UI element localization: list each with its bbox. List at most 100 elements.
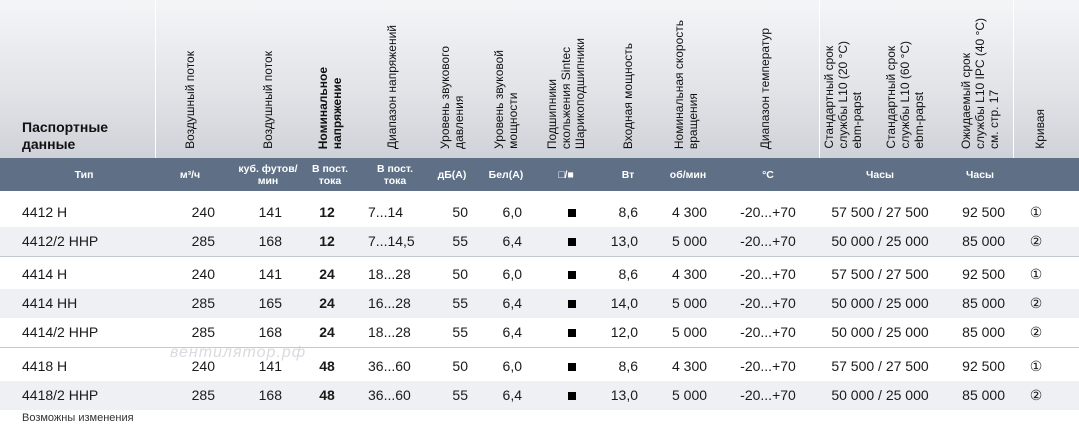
cell-temp: -20...+70 xyxy=(740,295,796,311)
unit-type: Тип xyxy=(74,168,94,181)
ball-bearing-icon xyxy=(568,352,576,381)
footnote: Возможны изменения xyxy=(22,412,134,424)
cell-flow: 240 xyxy=(191,358,215,374)
unit-input: Вт xyxy=(621,168,635,181)
cell-type: 4414 HH xyxy=(22,295,78,311)
cell-range: 18...28 xyxy=(368,266,411,282)
header-curve: Кривая xyxy=(1033,109,1047,149)
cell-volt: 12 xyxy=(319,233,335,249)
cell-life: 57 500 / 27 500 xyxy=(831,204,929,220)
group-divider xyxy=(0,347,1079,348)
cell-bel: 6,4 xyxy=(502,295,522,311)
header-temperature: Диапазон температур xyxy=(758,27,772,149)
cell-volt: 48 xyxy=(319,387,335,403)
cell-flow: 240 xyxy=(191,266,215,282)
cell-temp: -20...+70 xyxy=(740,233,796,249)
header-bearings: Подшипники скольжения Sintec Шарикоподшипн… xyxy=(545,37,587,149)
cell-bel: 6,4 xyxy=(502,324,522,340)
header-sound-power: Уровень звуковой мощности xyxy=(492,50,520,149)
ball-bearing-icon xyxy=(568,260,576,289)
ball-bearing-icon xyxy=(568,381,576,410)
cell-volt: 12 xyxy=(319,204,335,220)
header-airflow-cfm: Воздушный поток xyxy=(261,51,275,149)
cell-curve: ① xyxy=(1029,204,1043,220)
units-bar: Тип м³/ч куб. футов/ мин В пост. тока В … xyxy=(0,158,1079,191)
cell-temp: -20...+70 xyxy=(740,266,796,282)
cell-speed: 4 300 xyxy=(672,204,708,220)
table-row: 4412/2 HHP 285 168 12 7...14,5 55 6,4 13,0 5 000… xyxy=(0,227,1079,256)
cell-ipc: 92 500 xyxy=(962,358,1005,374)
cell-input: 13,0 xyxy=(610,387,638,403)
table-row: 4418 H 240 141 48 36...60 50 6,0 8,6 4 300 -20...… xyxy=(0,352,1079,381)
unit-flow: м³/ч xyxy=(179,168,201,181)
cell-db: 50 xyxy=(452,358,468,374)
table-row: 4414 H 240 141 24 18...28 50 6,0 8,6 4 300 -20...… xyxy=(0,260,1079,289)
cell-speed: 5 000 xyxy=(672,387,708,403)
cell-temp: -20...+70 xyxy=(740,204,796,220)
cell-cfm: 141 xyxy=(258,204,282,220)
unit-speed: об/мин xyxy=(669,168,707,181)
cell-temp: -20...+70 xyxy=(740,358,796,374)
cell-flow: 285 xyxy=(191,387,215,403)
cell-curve: ① xyxy=(1029,266,1043,282)
table-row: 4418/2 HHP 285 168 48 36...60 55 6,4 13,0 5 000 -… xyxy=(0,381,1079,410)
ball-bearing-icon xyxy=(568,289,576,318)
cell-input: 8,6 xyxy=(618,266,638,282)
cell-life: 50 000 / 25 000 xyxy=(831,295,929,311)
cell-type: 4414 H xyxy=(22,266,68,282)
cell-db: 55 xyxy=(452,324,468,340)
cell-ipc: 92 500 xyxy=(962,266,1005,282)
table-row: 4412 H 240 141 12 7...14 50 6,0 8,6 4 300 -20...+… xyxy=(0,198,1079,227)
table-row: 4414/2 HHP 285 168 24 18...28 55 6,4 12,0 5 000 -… xyxy=(0,318,1079,347)
cell-db: 55 xyxy=(452,387,468,403)
cell-life: 57 500 / 27 500 xyxy=(831,266,929,282)
header-speed: Номинальная скорость вращения xyxy=(672,19,700,149)
cell-temp: -20...+70 xyxy=(740,324,796,340)
cell-flow: 285 xyxy=(191,295,215,311)
unit-life-ipc: Часы xyxy=(965,168,995,181)
cell-bel: 6,0 xyxy=(502,204,522,220)
cell-curve: ① xyxy=(1029,358,1043,374)
cell-range: 36...60 xyxy=(368,358,411,374)
cell-speed: 5 000 xyxy=(672,295,708,311)
column-divider xyxy=(819,0,820,191)
unit-power-level: Бел(А) xyxy=(488,168,524,181)
cell-cfm: 168 xyxy=(258,324,282,340)
cell-bel: 6,4 xyxy=(502,233,522,249)
cell-db: 50 xyxy=(452,266,468,282)
ball-bearing-icon xyxy=(568,318,576,347)
cell-bel: 6,4 xyxy=(502,387,522,403)
unit-pressure: дБ(А) xyxy=(437,168,467,181)
cell-db: 55 xyxy=(452,233,468,249)
cell-flow: 240 xyxy=(191,204,215,220)
cell-speed: 4 300 xyxy=(672,358,708,374)
cell-life: 57 500 / 27 500 xyxy=(831,358,929,374)
cell-curve: ② xyxy=(1029,233,1043,249)
cell-flow: 285 xyxy=(191,233,215,249)
table-title: Паспортные данные xyxy=(22,119,109,152)
header-nominal-voltage: Номинальное напряжение xyxy=(316,66,344,149)
column-divider xyxy=(155,0,156,191)
cell-temp: -20...+70 xyxy=(740,387,796,403)
header-voltage-range: Диапазон напряжений xyxy=(385,24,399,149)
cell-input: 12,0 xyxy=(610,324,638,340)
cell-range: 18...28 xyxy=(368,324,411,340)
cell-ipc: 85 000 xyxy=(962,324,1005,340)
ball-bearing-icon xyxy=(568,198,576,227)
cell-db: 50 xyxy=(452,204,468,220)
cell-type: 4414/2 HHP xyxy=(22,324,99,340)
cell-cfm: 168 xyxy=(258,233,282,249)
cell-type: 4418 H xyxy=(22,358,68,374)
cell-curve: ② xyxy=(1029,324,1043,340)
cell-volt: 24 xyxy=(319,266,335,282)
unit-voltage: В пост. тока xyxy=(311,162,349,187)
header-sound-pressure: Уровень звукового давления xyxy=(438,46,466,149)
cell-input: 8,6 xyxy=(618,204,638,220)
unit-range: В пост. тока xyxy=(376,162,414,187)
group-divider xyxy=(0,256,1079,257)
unit-temp: °C xyxy=(762,168,774,181)
cell-range: 7...14,5 xyxy=(368,233,415,249)
cell-life: 50 000 / 25 000 xyxy=(831,324,929,340)
header-life-60: Стандартный срок службы L10 (60 °C) ebm-pa… xyxy=(884,41,926,149)
cell-ipc: 92 500 xyxy=(962,204,1005,220)
